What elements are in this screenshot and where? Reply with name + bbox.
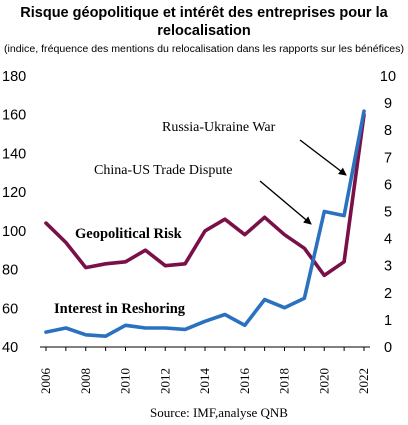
left-tick-label: 180 — [2, 69, 26, 85]
x-tick-label: 2012 — [157, 368, 172, 394]
x-tick-label: 2008 — [78, 368, 93, 394]
x-tick-label: 2010 — [118, 368, 133, 394]
right-tick-label: 4 — [384, 232, 392, 248]
annotation-arrow-russia-ukraine — [299, 139, 347, 176]
right-tick-label: 10 — [380, 69, 396, 85]
right-axis-ticks: 0 1 2 3 4 5 6 7 8 9 10 — [380, 69, 396, 356]
left-tick-label: 100 — [2, 224, 26, 240]
left-tick-label: 160 — [2, 108, 26, 124]
x-tick-label: 2018 — [277, 368, 292, 394]
right-tick-label: 9 — [384, 96, 392, 112]
x-tick-label: 2016 — [237, 368, 252, 395]
x-tick-label: 2020 — [316, 368, 331, 394]
right-tick-label: 6 — [384, 177, 392, 193]
left-axis-ticks: 40 60 80 100 120 140 160 180 — [2, 69, 26, 356]
series-label-geopolitical-risk: Geopolitical Risk — [75, 226, 183, 242]
right-tick-label: 7 — [384, 150, 392, 166]
series-layer — [44, 109, 366, 339]
left-tick-label: 60 — [2, 301, 18, 317]
chart-subtitle: (indice, fréquence des mentions du reloc… — [4, 44, 404, 55]
series-label-interest-in-reshoring: Interest in Reshoring — [54, 301, 186, 317]
right-tick-label: 1 — [384, 313, 392, 329]
right-tick-label: 8 — [384, 123, 392, 139]
series-line-interest-in-reshoring — [44, 109, 366, 339]
right-tick-label: 5 — [384, 205, 392, 221]
left-tick-label: 80 — [2, 263, 18, 279]
x-tick-label: 2014 — [197, 368, 212, 395]
annotation-arrow-china-us — [259, 180, 312, 225]
right-tick-label: 0 — [384, 340, 392, 356]
left-tick-label: 40 — [2, 340, 18, 356]
left-tick-label: 120 — [2, 185, 26, 201]
annotation-china-us-trade-dispute: China-US Trade Dispute — [94, 163, 232, 178]
x-tick-label: 2022 — [356, 368, 371, 394]
series-line-geopolitical-risk — [44, 112, 366, 278]
right-tick-label: 3 — [384, 259, 392, 275]
chart-source: Source: IMF,analyse QNB — [150, 405, 288, 420]
left-tick-label: 140 — [2, 146, 26, 162]
annotation-russia-ukraine-war: Russia-Ukraine War — [162, 120, 276, 135]
x-axis-ticks: 2006 2008 2010 2012 2014 2016 2018 2020 2022 — [38, 347, 371, 394]
right-tick-label: 2 — [384, 286, 392, 302]
chart-title-line1: Risque géopolitique et intérêt des entre… — [20, 5, 388, 21]
chart-title-line2: relocalisation — [157, 23, 250, 39]
x-tick-label: 2006 — [38, 368, 53, 395]
